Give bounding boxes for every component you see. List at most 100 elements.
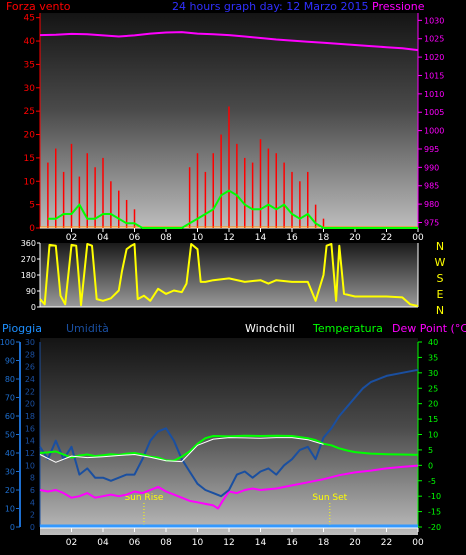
wind-direction-line (39, 243, 419, 307)
x-tick-label: 12 (223, 538, 234, 548)
humidity-line (39, 368, 419, 498)
legend-temperature: Temperatura (312, 322, 383, 335)
pressure-y-tick-label: 1025 (424, 35, 444, 44)
pressure-y-tick-label: 1000 (424, 127, 444, 136)
x-tick-label: 00 (412, 538, 424, 548)
direction-y-tick-label: 90 (26, 287, 36, 296)
rain-y-tick-label: 100 (0, 338, 15, 347)
gust-line (47, 189, 418, 229)
pressure-y-tick-label: 990 (424, 163, 439, 172)
temperature-panel: 0102030405060708090100024681012141618202… (0, 338, 441, 548)
x-tick-label: 04 (97, 233, 109, 243)
wind-y-tick-label: 0 (29, 224, 35, 234)
temp-y-tick-label: -20 (428, 523, 441, 532)
x-tick-label: 16 (286, 538, 298, 548)
wind-y-tick-label: 30 (24, 84, 36, 94)
humidity-y-tick-label: 2 (30, 511, 35, 520)
x-tick-label: 06 (129, 233, 141, 243)
humidity-y-tick-label: 26 (25, 363, 35, 372)
temp-y-tick-label: 35 (428, 353, 438, 362)
wind-axis-title: Forza vento (6, 0, 71, 13)
sun-annotation: Sun Rise (124, 493, 163, 503)
x-tick-label: 08 (160, 538, 172, 548)
temp-y-tick-label: 25 (428, 384, 438, 393)
pressure-y-tick-label: 1030 (424, 16, 444, 25)
legend-rain: Pioggia (2, 322, 42, 335)
x-tick-label: 02 (66, 233, 77, 243)
humidity-y-tick-label: 30 (25, 338, 35, 347)
compass-label: N (436, 304, 444, 317)
pressure-y-tick-label: 980 (424, 200, 439, 209)
pressure-y-tick-label: 1015 (424, 71, 444, 80)
x-tick-label: 10 (192, 538, 204, 548)
direction-y-tick-label: 270 (21, 255, 36, 264)
pressure-y-tick-label: 1005 (424, 108, 444, 117)
temp-y-tick-label: 0 (428, 461, 433, 470)
chart-title: 24 hours graph day: 12 Marzo 2015 (172, 0, 369, 13)
temp-y-tick-label: 15 (428, 415, 438, 424)
direction-y-tick-label: 180 (21, 271, 36, 280)
windchill-line (39, 437, 324, 463)
rain-y-tick-label: 10 (5, 505, 15, 514)
x-tick-label: 18 (318, 233, 330, 243)
humidity-y-tick-label: 14 (25, 437, 35, 446)
x-tick-label: 10 (192, 233, 204, 243)
pressure-y-tick-label: 975 (424, 218, 439, 227)
wind-y-tick-label: 40 (24, 37, 36, 47)
x-tick-label: 20 (349, 538, 361, 548)
x-tick-label: 02 (66, 538, 77, 548)
x-tick-label: 16 (286, 233, 298, 243)
compass-label: W (435, 256, 446, 269)
rain-y-tick-label: 70 (5, 394, 15, 403)
pressure-line (39, 31, 419, 52)
x-tick-label: 22 (381, 233, 392, 243)
wind-y-tick-label: 10 (24, 177, 36, 187)
humidity-y-tick-label: 16 (25, 424, 35, 433)
rain-y-tick-label: 0 (10, 523, 15, 532)
humidity-y-tick-label: 24 (25, 375, 35, 384)
sun-annotation: Sun Set (312, 493, 347, 503)
humidity-y-tick-label: 8 (30, 474, 35, 483)
x-tick-label: 12 (223, 233, 234, 243)
direction-y-tick-label: 360 (21, 239, 36, 248)
temp-y-tick-label: -5 (428, 477, 436, 486)
humidity-y-tick-label: 4 (30, 498, 35, 507)
pressure-axis-title: Pressione (372, 0, 425, 13)
legend-dewpoint: Dew Point (°C) (392, 322, 466, 335)
wind-y-tick-label: 5 (29, 201, 35, 211)
compass-label: N (436, 240, 444, 253)
humidity-y-tick-label: 10 (25, 461, 35, 470)
humidity-y-tick-label: 12 (25, 449, 35, 458)
humidity-y-tick-label: 20 (25, 400, 35, 409)
wind-y-tick-label: 15 (24, 154, 35, 164)
wind-y-tick-label: 25 (24, 107, 35, 117)
rain-y-tick-label: 50 (5, 431, 15, 440)
pressure-y-tick-label: 1010 (424, 90, 444, 99)
temp-y-tick-label: 40 (428, 338, 438, 347)
compass-label: S (437, 272, 444, 285)
wind-y-tick-label: 20 (24, 131, 36, 141)
x-tick-label: 20 (349, 233, 361, 243)
compass-label: E (437, 288, 444, 301)
rain-y-tick-label: 80 (5, 375, 15, 384)
dewpoint-line (39, 464, 419, 510)
wind-y-tick-label: 35 (24, 60, 35, 70)
temp-y-tick-label: 10 (428, 431, 438, 440)
x-tick-label: 14 (255, 233, 267, 243)
pressure-y-tick-label: 995 (424, 145, 439, 154)
wind-pressure-panel: 0510152025303540459759809859909951000100… (24, 13, 444, 243)
pressure-y-tick-label: 1020 (424, 53, 444, 62)
temp-y-tick-label: 30 (428, 369, 438, 378)
rain-y-tick-label: 60 (5, 412, 15, 421)
humidity-y-tick-label: 6 (30, 486, 35, 495)
temperature-line (39, 434, 419, 462)
rain-y-tick-label: 20 (5, 486, 15, 495)
temp-y-tick-label: -15 (428, 508, 441, 517)
temp-y-tick-label: 20 (428, 400, 438, 409)
legend-humidity: Umidità (66, 322, 109, 335)
rain-y-tick-label: 40 (5, 449, 15, 458)
humidity-y-tick-label: 18 (25, 412, 35, 421)
humidity-y-tick-label: 22 (25, 387, 35, 396)
